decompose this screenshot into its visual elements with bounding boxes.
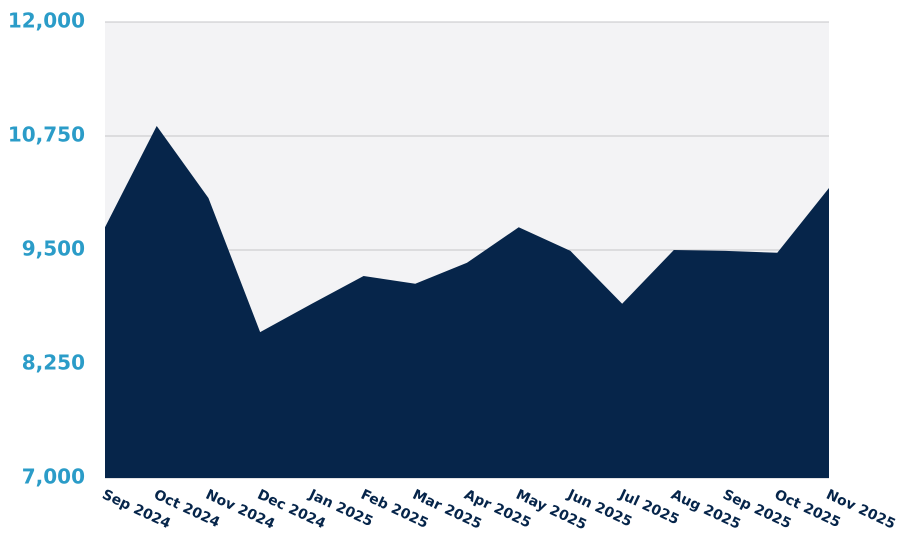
y-tick-label: 7,000 xyxy=(22,465,85,489)
y-tick-label: 9,500 xyxy=(22,237,85,261)
y-tick-label: 8,250 xyxy=(22,351,85,375)
area xyxy=(105,125,829,478)
y-tick-label: 10,750 xyxy=(8,123,85,147)
y-tick-label: 12,000 xyxy=(8,9,85,33)
